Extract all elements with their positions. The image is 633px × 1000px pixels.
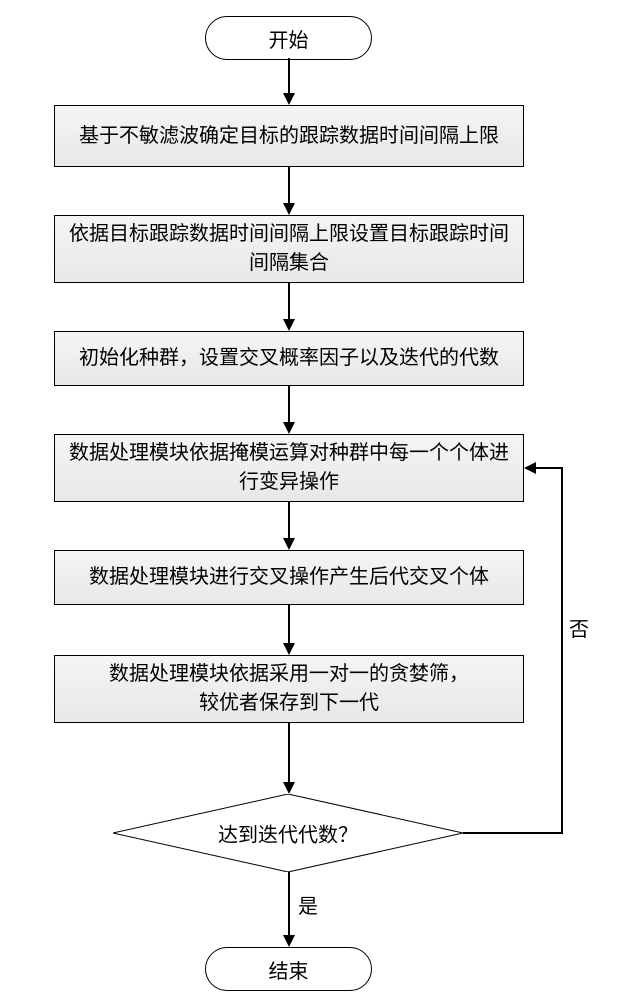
decision-1-label: 达到迭代代数？ [218,825,358,847]
process-6-line1: 数据处理模块依据采用一对一的贪婪筛， [109,663,469,685]
no-label: 否 [569,613,589,642]
process-3: 初始化种群，设置交叉概率因子以及迭代的代数 [54,331,524,386]
process-2: 依据目标跟踪数据时间间隔上限设置目标跟踪时间 间隔集合 [54,215,524,283]
arrow-v7-head [283,782,295,794]
arrow-v5-head [283,538,295,550]
arrow-v4-head [283,422,295,434]
process-3-line1: 初始化种群，设置交叉概率因子以及迭代的代数 [79,347,499,369]
start-label: 开始 [269,24,309,53]
process-2-line1: 依据目标跟踪数据时间间隔上限设置目标跟踪时间 [69,223,509,245]
decision-1: 达到迭代代数？ [113,794,463,872]
arrow-v2-head [283,203,295,215]
process-5: 数据处理模块进行交叉操作产生后代交叉个体 [54,550,524,605]
arrow-no-h1 [463,832,563,834]
arrow-v7 [288,723,290,782]
process-2-line2: 间隔集合 [249,252,329,274]
end-label: 结束 [269,955,309,984]
arrow-v8-head [283,935,295,947]
process-4: 数据处理模块依据掩模运算对种群中每一个个体进 行变异操作 [54,434,524,502]
arrow-v2 [288,167,290,203]
arrow-v1-head [283,93,295,105]
yes-label: 是 [298,890,318,919]
arrow-v6 [288,605,290,643]
arrow-v8 [288,872,290,935]
process-5-line1: 数据处理模块进行交叉操作产生后代交叉个体 [89,566,489,588]
arrow-v3-head [283,319,295,331]
process-1: 基于不敏滤波确定目标的跟踪数据时间间隔上限 [54,105,524,167]
process-4-line2: 行变异操作 [239,471,339,493]
process-4-line1: 数据处理模块依据掩模运算对种群中每一个个体进 [69,442,509,464]
process-6-line2: 较优者保存到下一代 [199,692,379,714]
arrow-v5 [288,502,290,538]
arrow-no-h2 [536,467,563,469]
start-terminator: 开始 [205,16,372,60]
arrow-v4 [288,386,290,422]
arrow-v6-head [283,643,295,655]
process-6: 数据处理模块依据采用一对一的贪婪筛， 较优者保存到下一代 [54,655,524,723]
process-1-line1: 基于不敏滤波确定目标的跟踪数据时间间隔上限 [79,125,499,147]
arrow-no-v [561,468,563,833]
end-terminator: 结束 [205,947,372,991]
arrow-v1 [288,58,290,93]
arrow-v3 [288,283,290,319]
arrow-no-head [524,462,536,474]
